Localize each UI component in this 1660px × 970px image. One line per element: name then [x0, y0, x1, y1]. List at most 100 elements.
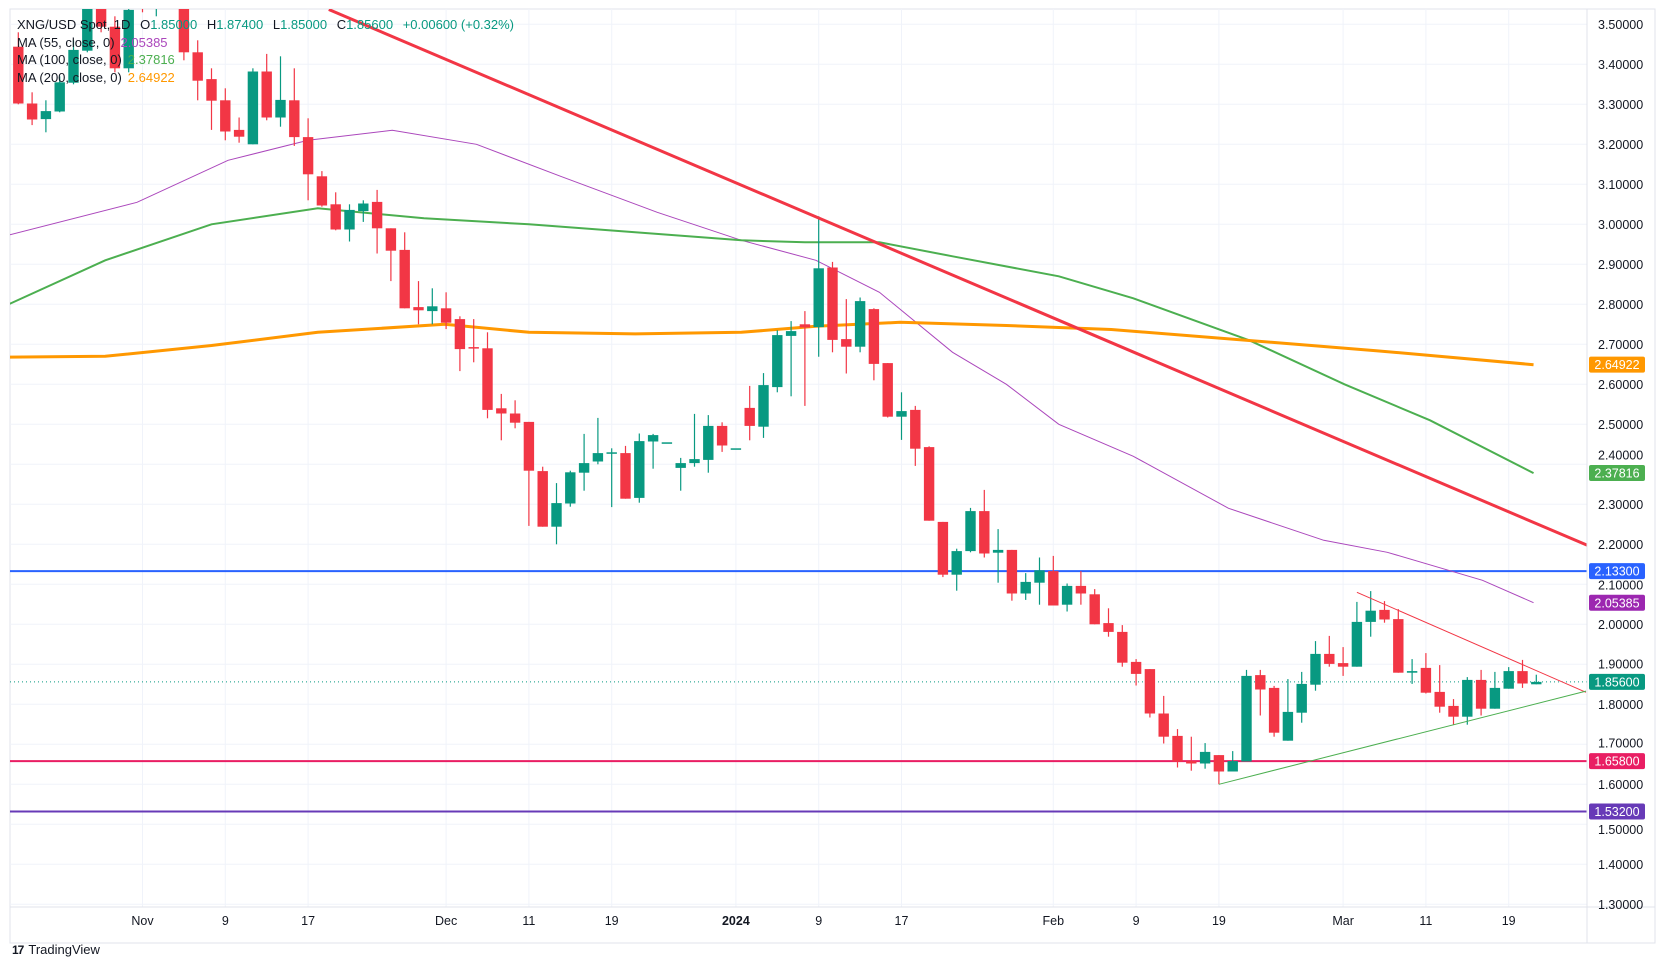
price-tick-label: 2.80000: [1598, 298, 1643, 312]
candle: [1089, 589, 1100, 625]
candle: [95, 9, 107, 33]
price-tick-label: 3.40000: [1598, 58, 1643, 72]
candle: [578, 433, 590, 491]
candle-body: [13, 46, 24, 104]
candle-body: [68, 49, 79, 83]
candle: [979, 489, 990, 558]
candle-body: [192, 52, 203, 81]
time-tick-label: 17: [895, 914, 909, 928]
candle-body: [220, 100, 231, 132]
candle: [509, 400, 521, 429]
price-badge-label: 1.85600: [1594, 675, 1639, 689]
candle: [1503, 667, 1514, 689]
candle-body: [1130, 661, 1142, 674]
candle-body: [385, 228, 397, 251]
high-label: H: [206, 17, 217, 32]
candle: [689, 413, 700, 467]
ma200-row[interactable]: MA (200, close, 0) 2.64922: [17, 69, 520, 87]
candle-body: [247, 71, 259, 145]
price-tick-label: 2.00000: [1598, 618, 1643, 632]
candle-body: [1531, 681, 1542, 685]
candles: [13, 9, 1542, 785]
candle-body: [1351, 621, 1363, 667]
ma100-row[interactable]: MA (100, close, 0) 2.37816: [17, 51, 520, 69]
candle: [1020, 573, 1031, 600]
candle-body: [1310, 653, 1321, 685]
candle-body: [275, 99, 286, 118]
candle-body: [744, 407, 755, 426]
open-value: 1.85000: [150, 17, 198, 32]
candle: [330, 192, 341, 231]
symbol-label[interactable]: XNG/USD Spot, 1D: [17, 17, 131, 32]
candle: [606, 448, 617, 508]
candle-body: [592, 453, 604, 462]
price-tick-label: 2.20000: [1598, 538, 1643, 552]
price-badge: [1589, 673, 1645, 690]
candle: [468, 319, 479, 363]
candle-body: [1158, 713, 1169, 737]
candle: [1462, 677, 1473, 725]
candle: [123, 9, 134, 73]
candle-body: [634, 441, 645, 498]
price-tick-label: 1.90000: [1598, 657, 1643, 671]
candle: [1434, 665, 1445, 713]
candle: [1158, 695, 1169, 744]
candle: [1296, 671, 1307, 723]
candle: [192, 40, 203, 101]
candle-body: [799, 324, 811, 328]
price-axis[interactable]: 3.50000 3.40000 3.30000 3.20000 3.10000 3.000…: [1598, 18, 1643, 912]
candle-body: [1503, 671, 1514, 689]
candle: [178, 9, 190, 61]
candle: [206, 68, 217, 130]
time-axis[interactable]: Nov 9 17 Dec 11 19 2024 9 17 Feb 9 19 Mar 11 19: [131, 914, 1515, 928]
candle-body: [1227, 761, 1238, 772]
candle: [302, 118, 314, 201]
candle-body: [1034, 570, 1045, 583]
candle: [1117, 625, 1128, 667]
tradingview-brand[interactable]: 17 TradingView: [12, 942, 100, 957]
candle: [882, 363, 893, 418]
candle: [716, 422, 728, 452]
candle-body: [1048, 571, 1059, 606]
candle-body: [730, 448, 742, 450]
candle: [13, 32, 24, 105]
candle: [1406, 659, 1418, 684]
candle-body: [1448, 705, 1459, 717]
ma200-value: 2.64922: [127, 69, 175, 85]
candle-body: [896, 411, 907, 417]
candle-body: [1199, 751, 1211, 764]
ma-line: [10, 207, 1534, 474]
candle-body: [647, 435, 659, 442]
candle: [440, 292, 452, 330]
price-badge: [1589, 803, 1645, 820]
candle: [316, 171, 328, 207]
candle: [1227, 751, 1238, 772]
candle: [841, 299, 852, 374]
time-tick-label: 19: [1212, 914, 1226, 928]
candle: [220, 88, 231, 141]
ma100-value: 2.37816: [127, 52, 175, 67]
candle-body: [1393, 619, 1404, 673]
candle-body: [1061, 585, 1073, 605]
price-badge: [1589, 753, 1645, 770]
time-tick-label: Dec: [435, 914, 457, 928]
trendline-triangle-lower: [1218, 690, 1587, 785]
ma100-label: MA (100, close, 0): [17, 52, 122, 67]
time-tick-label: Nov: [131, 914, 154, 928]
candle: [1186, 736, 1197, 771]
candle: [1393, 609, 1404, 673]
candle: [910, 405, 921, 466]
candle-body: [82, 9, 93, 51]
candle: [26, 92, 38, 126]
price-tick-label: 2.50000: [1598, 418, 1643, 432]
candle: [661, 442, 673, 444]
candle: [496, 393, 507, 441]
candle: [1034, 557, 1045, 605]
candle-body: [565, 472, 576, 504]
ma55-row[interactable]: MA (55, close, 0) 2.05385: [17, 34, 520, 52]
candle: [772, 330, 783, 393]
time-tick-label: 9: [222, 914, 229, 928]
price-tick-label: 3.10000: [1598, 178, 1643, 192]
candle: [233, 117, 245, 143]
